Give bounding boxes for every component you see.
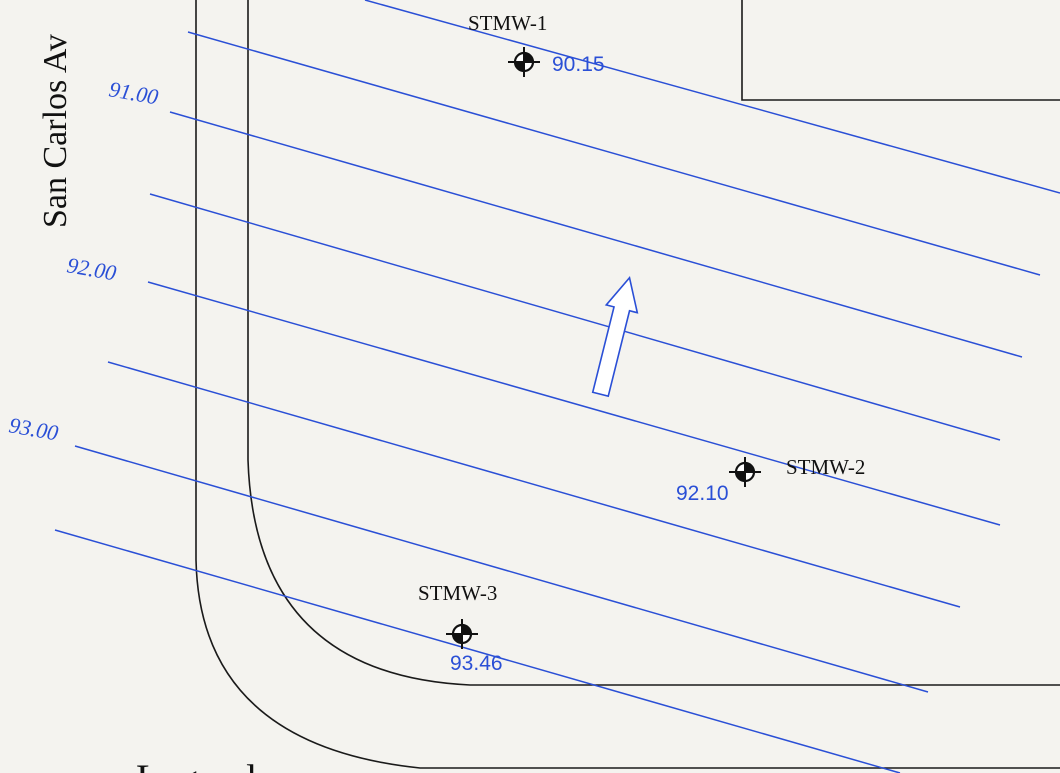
contour-label: 93.00 <box>7 412 60 445</box>
well-elevation-label: 92.10 <box>676 482 729 505</box>
well-elevation-label: 90.15 <box>552 53 605 76</box>
well-elevation-label: 93.46 <box>450 652 503 675</box>
street-edge-outer <box>195 0 1060 769</box>
well-symbol-icon <box>446 619 478 649</box>
building-outline <box>741 0 1060 101</box>
well-id-label: STMW-2 <box>786 455 865 479</box>
contour-line <box>147 281 1001 526</box>
contour-line <box>169 111 1023 358</box>
contour-line <box>74 445 929 693</box>
contour-line <box>187 31 1041 276</box>
monitoring-well-stmw-2: STMW-2 92.10 <box>676 455 865 505</box>
street-name: San Carlos Av <box>37 34 74 228</box>
contour-line <box>149 193 1001 441</box>
well-id-label: STMW-3 <box>418 581 497 605</box>
well-symbol-icon <box>508 47 540 77</box>
legend-title: Legend <box>136 756 256 773</box>
contour-line <box>107 361 961 608</box>
well-symbol-icon <box>729 457 761 487</box>
street-edge-inner <box>247 0 1060 686</box>
contour-line <box>364 0 1060 194</box>
contour-label: 92.00 <box>65 252 118 285</box>
monitoring-well-stmw-3: STMW-3 93.46 <box>418 581 503 675</box>
monitoring-well-stmw-1: STMW-1 90.15 <box>468 11 605 77</box>
contour-label: 91.00 <box>107 76 160 109</box>
contour-lines <box>54 0 1060 773</box>
contour-line <box>54 529 901 773</box>
well-id-label: STMW-1 <box>468 11 547 35</box>
flow-direction-arrow-icon <box>591 276 639 398</box>
